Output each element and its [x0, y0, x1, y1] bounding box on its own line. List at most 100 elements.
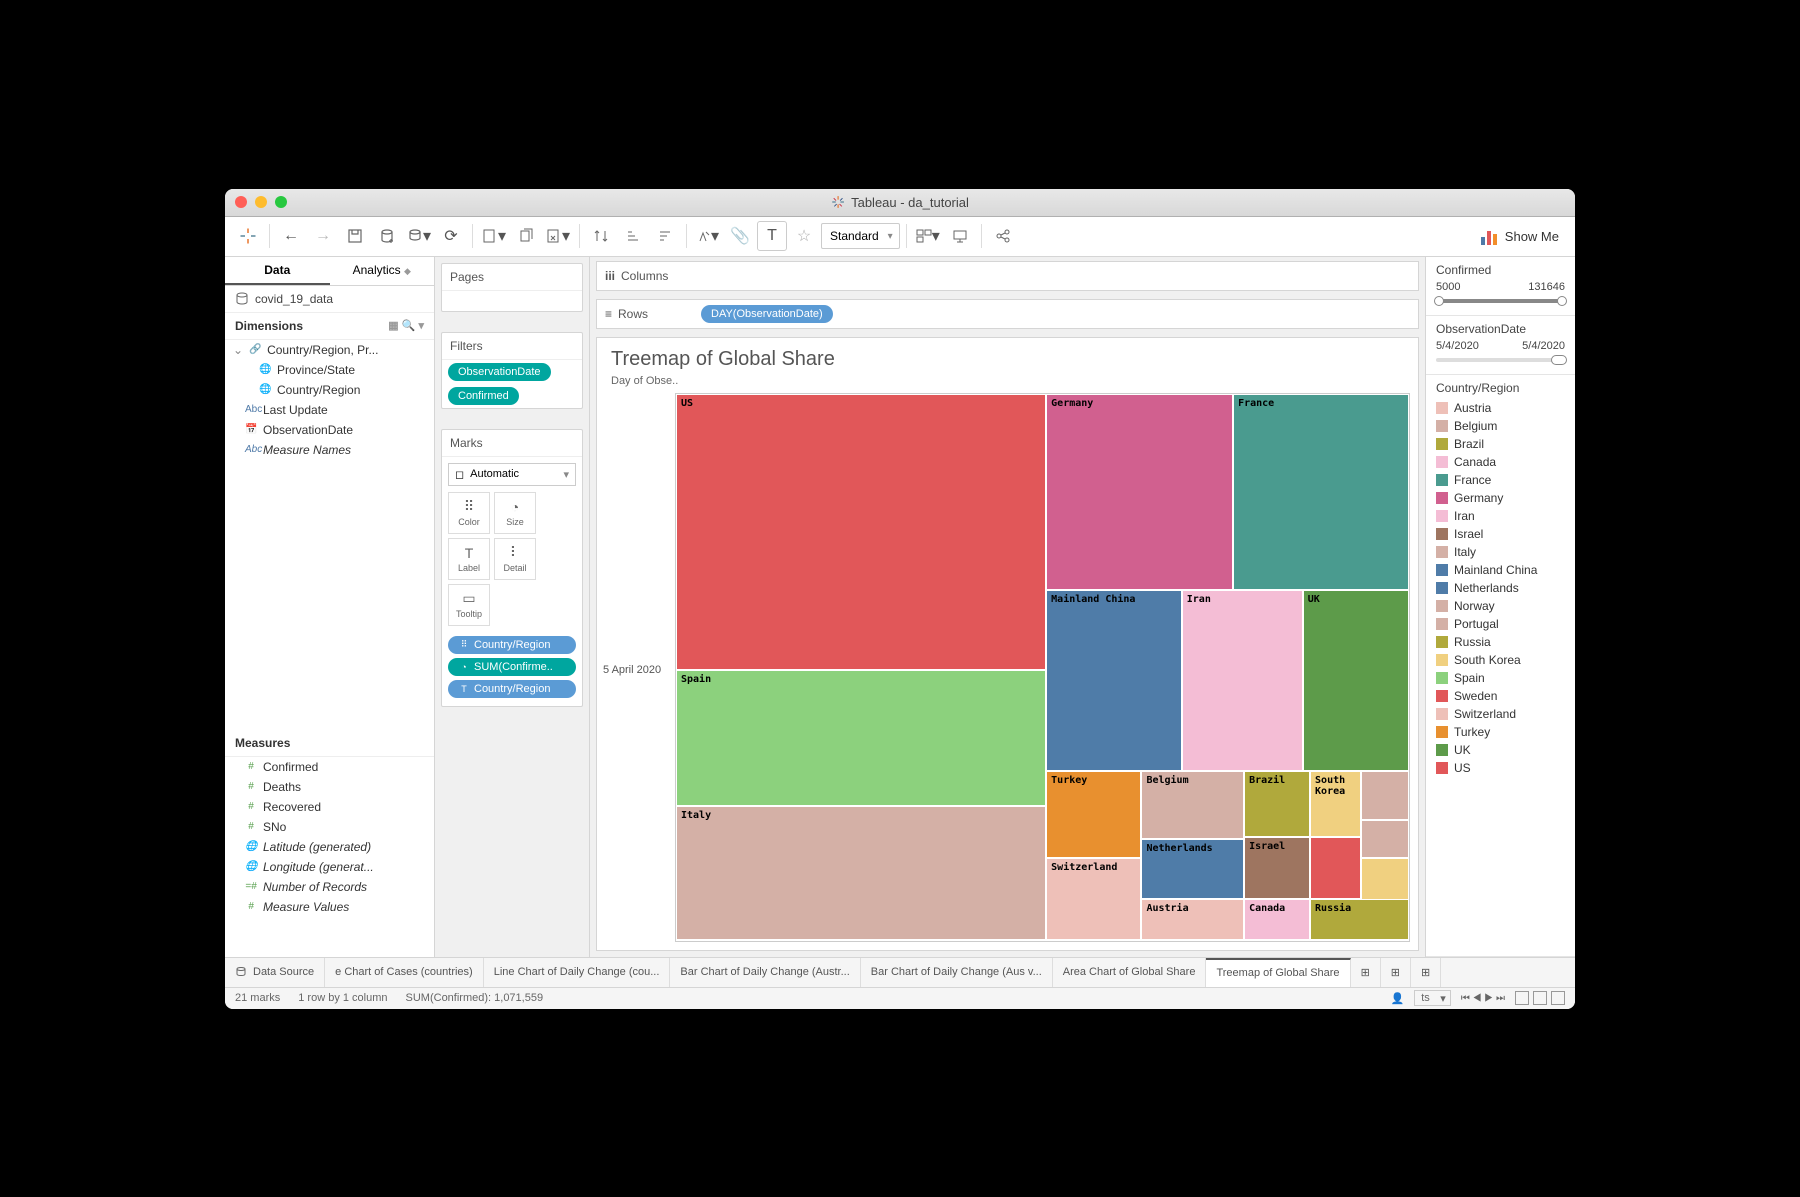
dimension-field[interactable]: AbcLast Update: [225, 400, 434, 420]
view-filmstrip-icon[interactable]: [1533, 991, 1547, 1005]
marks-size-button[interactable]: ◔Size: [494, 492, 536, 534]
presentation-icon[interactable]: [945, 221, 975, 251]
attachment-icon[interactable]: 📎: [725, 221, 755, 251]
confirmed-filter-card[interactable]: Confirmed 5000131646: [1426, 257, 1575, 316]
share-icon[interactable]: [988, 221, 1018, 251]
mark-pill[interactable]: TCountry/Region: [448, 680, 576, 698]
maximize-icon[interactable]: [275, 196, 287, 208]
legend-item[interactable]: Israel: [1436, 525, 1565, 543]
treemap[interactable]: USSpainItalyGermanyFranceMainland ChinaI…: [675, 393, 1410, 942]
legend-item[interactable]: Brazil: [1436, 435, 1565, 453]
treemap-cell[interactable]: Brazil: [1244, 771, 1310, 837]
legend-item[interactable]: Russia: [1436, 633, 1565, 651]
treemap-cell[interactable]: Turkey: [1046, 771, 1141, 859]
treemap-cell[interactable]: Canada: [1244, 899, 1310, 940]
legend-item[interactable]: South Korea: [1436, 651, 1565, 669]
legend-item[interactable]: Portugal: [1436, 615, 1565, 633]
treemap-cell[interactable]: Russia: [1310, 899, 1409, 940]
sheet-tab[interactable]: Bar Chart of Daily Change (Austr...: [670, 958, 860, 987]
text-icon[interactable]: T: [757, 221, 787, 251]
user-select[interactable]: ts: [1414, 990, 1451, 1006]
measure-field[interactable]: 🌐Latitude (generated): [225, 837, 434, 857]
measure-field[interactable]: 🌐Longitude (generat...: [225, 857, 434, 877]
pin-icon[interactable]: ☆: [789, 221, 819, 251]
sheet-tab[interactable]: Area Chart of Global Share: [1053, 958, 1207, 987]
rows-shelf[interactable]: ≡ Rows DAY(ObservationDate): [596, 299, 1419, 329]
highlight-icon[interactable]: ▾: [693, 221, 723, 251]
tab-analytics[interactable]: Analytics ◆: [330, 257, 435, 285]
marks-color-button[interactable]: ⠿Color: [448, 492, 490, 534]
legend-item[interactable]: Netherlands: [1436, 579, 1565, 597]
obsdate-filter-card[interactable]: ObservationDate 5/4/20205/4/2020: [1426, 316, 1575, 375]
marks-label-button[interactable]: TLabel: [448, 538, 490, 580]
sheet-tab[interactable]: Treemap of Global Share: [1206, 958, 1350, 987]
legend-item[interactable]: Mainland China: [1436, 561, 1565, 579]
treemap-cell[interactable]: Iran: [1182, 590, 1303, 771]
dimension-field[interactable]: AbcMeasure Names: [225, 440, 434, 460]
legend-item[interactable]: UK: [1436, 741, 1565, 759]
treemap-cell[interactable]: Germany: [1046, 394, 1233, 591]
newsheet-icon[interactable]: ▾: [479, 221, 509, 251]
measure-field[interactable]: #Confirmed: [225, 757, 434, 777]
dimension-field[interactable]: ⌄ 🔗Country/Region, Pr...: [225, 340, 434, 360]
legend-item[interactable]: Germany: [1436, 489, 1565, 507]
marks-detail-button[interactable]: ⠇Detail: [494, 538, 536, 580]
treemap-cell[interactable]: [1361, 858, 1409, 902]
legend-item[interactable]: France: [1436, 471, 1565, 489]
new-dashboard-icon[interactable]: ⊞: [1381, 958, 1411, 987]
treemap-cell[interactable]: France: [1233, 394, 1409, 591]
legend-item[interactable]: Turkey: [1436, 723, 1565, 741]
sheet-tab[interactable]: e Chart of Cases (countries): [325, 958, 484, 987]
treemap-cell[interactable]: Mainland China: [1046, 590, 1182, 771]
legend-item[interactable]: Iran: [1436, 507, 1565, 525]
dimension-field[interactable]: 🌐Province/State: [225, 360, 434, 380]
legend-item[interactable]: Spain: [1436, 669, 1565, 687]
close-icon[interactable]: [235, 196, 247, 208]
treemap-cell[interactable]: South Korea: [1310, 771, 1361, 837]
sortdesc-icon[interactable]: [650, 221, 680, 251]
legend-item[interactable]: Sweden: [1436, 687, 1565, 705]
legend-item[interactable]: Canada: [1436, 453, 1565, 471]
minimize-icon[interactable]: [255, 196, 267, 208]
measure-field[interactable]: #Recovered: [225, 797, 434, 817]
treemap-cell[interactable]: Netherlands: [1141, 839, 1244, 899]
datasource-row[interactable]: covid_19_data: [225, 286, 434, 313]
autoupdate-icon[interactable]: ▾: [404, 221, 434, 251]
legend-item[interactable]: Switzerland: [1436, 705, 1565, 723]
tab-data[interactable]: Data: [225, 257, 330, 285]
clear-icon[interactable]: ▾: [543, 221, 573, 251]
sheet-tab[interactable]: Line Chart of Daily Change (cou...: [484, 958, 671, 987]
treemap-cell[interactable]: [1310, 837, 1361, 900]
treemap-cell[interactable]: [1361, 820, 1409, 858]
treemap-cell[interactable]: [1361, 771, 1409, 820]
measure-field[interactable]: #SNo: [225, 817, 434, 837]
showme-button[interactable]: Show Me: [1473, 223, 1567, 249]
datasource-tab[interactable]: Data Source: [225, 958, 325, 987]
sortasc-icon[interactable]: [618, 221, 648, 251]
columns-shelf[interactable]: iii Columns: [596, 261, 1419, 291]
treemap-cell[interactable]: UK: [1303, 590, 1409, 771]
legend-item[interactable]: Italy: [1436, 543, 1565, 561]
treemap-cell[interactable]: Spain: [676, 670, 1046, 807]
new-sheet-icon[interactable]: ⊞: [1351, 958, 1381, 987]
treemap-cell[interactable]: Israel: [1244, 837, 1310, 900]
viz-title[interactable]: Treemap of Global Share: [597, 338, 1418, 375]
legend-item[interactable]: Austria: [1436, 399, 1565, 417]
row-pill[interactable]: DAY(ObservationDate): [701, 305, 833, 323]
mark-pill[interactable]: ⠿Country/Region: [448, 636, 576, 654]
sheet-tab[interactable]: Bar Chart of Daily Change (Aus v...: [861, 958, 1053, 987]
measure-field[interactable]: =#Number of Records: [225, 877, 434, 897]
filter-pill[interactable]: Confirmed: [448, 387, 519, 405]
dimension-field[interactable]: 🌐Country/Region: [225, 380, 434, 400]
treemap-cell[interactable]: US: [676, 394, 1046, 670]
sheet-nav[interactable]: ⏮ ◀ ▶ ⏭: [1461, 993, 1505, 1004]
save-icon[interactable]: [340, 221, 370, 251]
back-icon[interactable]: ←: [276, 221, 306, 251]
treemap-cell[interactable]: Switzerland: [1046, 858, 1141, 940]
legend-item[interactable]: Norway: [1436, 597, 1565, 615]
view-tabs-icon[interactable]: [1515, 991, 1529, 1005]
refresh-icon[interactable]: ⟳: [436, 221, 466, 251]
fit-select[interactable]: Standard: [821, 223, 900, 249]
measure-field[interactable]: #Deaths: [225, 777, 434, 797]
tableau-icon[interactable]: [233, 221, 263, 251]
